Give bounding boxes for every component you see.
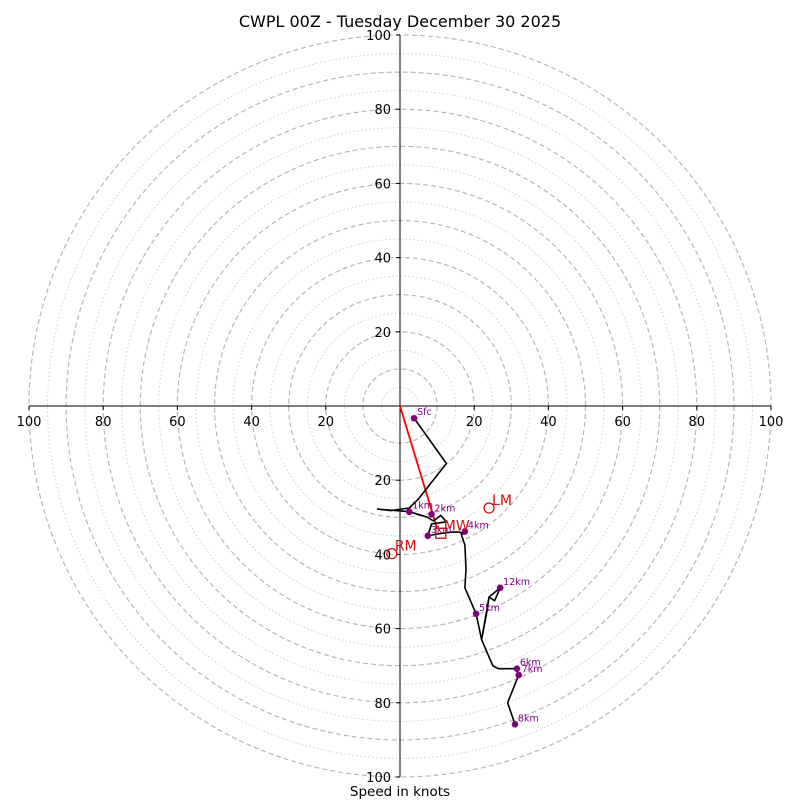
- height-marker-5km: [472, 610, 480, 618]
- y-tick-label: 100: [366, 771, 391, 786]
- height-marker-2km: [428, 511, 435, 518]
- y-tick-label: 100: [366, 29, 391, 44]
- y-tick-label: 20: [374, 474, 391, 489]
- shear-vector: [399, 405, 438, 529]
- height-label-sfc: Sfc: [417, 407, 432, 418]
- x-tick-label: 20: [318, 415, 335, 430]
- y-tick-label: 40: [374, 252, 391, 267]
- height-marker-12km: [496, 584, 504, 592]
- y-tick-label: 80: [374, 103, 391, 118]
- height-marker-4km: [461, 528, 469, 535]
- x-axis-label: Speed in knots: [350, 784, 450, 800]
- x-tick-label: 100: [759, 415, 784, 430]
- storm-motion-lm-label: LM: [492, 493, 512, 509]
- height-label-4km: 4km: [468, 520, 489, 531]
- y-tick-label: 60: [374, 623, 391, 638]
- storm-motions: LM RM MW: [386, 493, 512, 560]
- x-tick-label: 80: [95, 415, 112, 430]
- x-tick-label: 80: [689, 415, 706, 430]
- height-label-12km: 12km: [503, 577, 530, 588]
- x-tick-label: 60: [614, 415, 631, 430]
- height-marker-6km: [513, 665, 521, 672]
- x-tick-label: 20: [466, 415, 483, 430]
- y-tick-label: 60: [374, 177, 391, 192]
- height-marker-sfc: [410, 414, 418, 422]
- x-tick-label: 60: [169, 415, 186, 430]
- mean-wind-marker: [435, 527, 447, 539]
- trace-line: [376, 417, 520, 725]
- x-tick-label: 40: [540, 415, 557, 430]
- height-label-3km: 3km: [431, 525, 452, 536]
- height-label-1km: 1km: [412, 501, 433, 512]
- height-label-6km: 6km: [520, 658, 541, 669]
- storm-motion-rm-marker: [386, 548, 398, 560]
- height-marker-1km: [405, 508, 413, 516]
- height-label-2km: 2km: [435, 503, 456, 514]
- x-tick-label: 40: [243, 415, 260, 430]
- storm-motion-rm-label: RM: [395, 539, 417, 555]
- y-tick-label: 20: [374, 326, 391, 341]
- mean-wind-label: MW: [444, 518, 470, 534]
- axis-ticks: 100 80 60 40 20 20 40 60 80 100100806040202040608…: [17, 29, 784, 786]
- height-marker-7km: [515, 671, 523, 679]
- height-label-8km: 8km: [518, 713, 539, 724]
- x-tick-label: 100: [17, 415, 42, 430]
- chart-title: CWPL 00Z - Tuesday December 30 2025: [239, 12, 561, 31]
- storm-motion-lm-marker: [483, 502, 495, 514]
- hodograph-trace: [376, 417, 520, 725]
- height-marker-8km: [511, 721, 519, 728]
- height-label-5km: 5km: [479, 603, 500, 614]
- y-tick-label: 80: [374, 697, 391, 712]
- height-marker-3km: [424, 532, 432, 540]
- shear-line: [399, 405, 438, 529]
- height-label-7km: 7km: [522, 664, 543, 675]
